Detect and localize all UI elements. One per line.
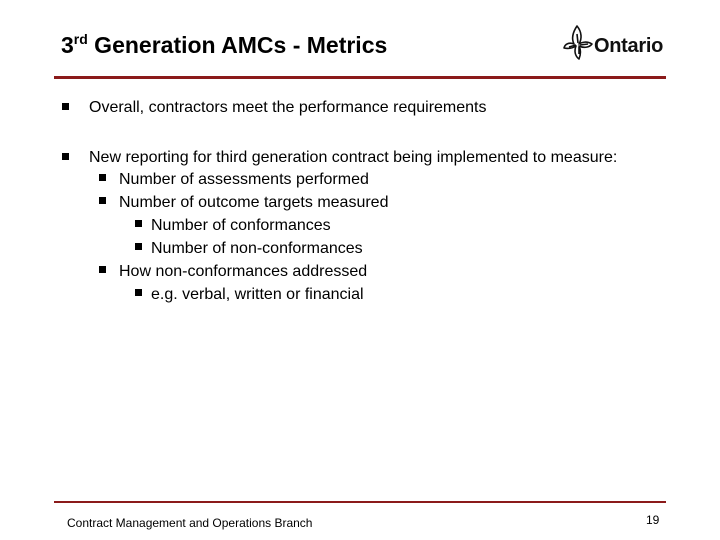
footer-divider	[54, 501, 666, 503]
title-superscript: rd	[73, 31, 88, 47]
bullet-item: Number of outcome targets measured	[119, 194, 389, 211]
bullet-marker	[62, 153, 69, 160]
bullet-item: Overall, contractors meet the performanc…	[89, 99, 487, 116]
title-divider	[54, 76, 666, 79]
title-rest: Generation AMCs - Metrics	[87, 32, 388, 58]
footer-branch: Contract Management and Operations Branc…	[67, 516, 313, 530]
bullet-item: Number of non-conformances	[151, 240, 363, 257]
bullet-item: Number of assessments performed	[119, 171, 369, 188]
bullet-item: How non-conformances addressed	[119, 263, 368, 280]
bullet-marker	[135, 289, 142, 296]
bullet-item: Number of conformances	[151, 217, 331, 234]
trillium-logo-icon	[563, 25, 593, 60]
title-prefix: 3	[61, 32, 74, 58]
bullet-marker	[135, 220, 142, 227]
ontario-logo-text: Ontario	[594, 35, 664, 57]
bullet-marker	[62, 103, 69, 110]
bullet-marker	[135, 243, 142, 250]
bullet-item: New reporting for third generation contr…	[89, 149, 618, 166]
bullet-marker	[99, 174, 106, 181]
bullet-item: e.g. verbal, written or financial	[151, 286, 364, 303]
bullet-marker	[99, 266, 106, 273]
page-number: 19	[646, 513, 660, 527]
slide-title: 3rd Generation AMCs - Metrics	[61, 31, 387, 59]
bullet-marker	[99, 197, 106, 204]
